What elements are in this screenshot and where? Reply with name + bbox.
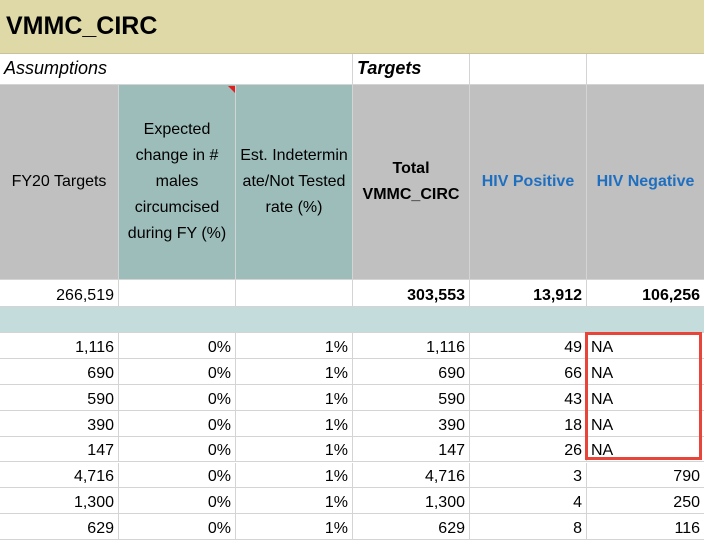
- cell-hiv-positive[interactable]: 3: [470, 462, 587, 489]
- cell-total-vmmc-circ[interactable]: 590: [353, 384, 470, 411]
- empty-cell[interactable]: [470, 54, 587, 85]
- total-expected-change[interactable]: [119, 280, 236, 307]
- cell-hiv-negative[interactable]: NA: [587, 359, 704, 385]
- cell-total-vmmc-circ[interactable]: 690: [353, 358, 470, 385]
- cell-indeterminate-rate[interactable]: 1%: [236, 410, 353, 437]
- cell-hiv-negative[interactable]: NA: [587, 333, 704, 359]
- sheet-title[interactable]: VMMC_CIRC: [0, 0, 704, 54]
- cell-total-vmmc-circ[interactable]: 1,300: [353, 488, 470, 515]
- cell-hiv-negative[interactable]: 250: [587, 488, 704, 515]
- header-hiv-negative[interactable]: HIV Negative: [587, 85, 704, 280]
- cell-hiv-negative[interactable]: NA: [587, 411, 704, 437]
- table-row: 590 0% 1% 590 43 NA: [0, 384, 704, 411]
- cell-fy20-targets[interactable]: 147: [0, 436, 119, 463]
- header-indeterminate-rate[interactable]: Est. Indeterminate/Not Tested rate (%): [236, 85, 353, 280]
- table-row: 690 0% 1% 690 66 NA: [0, 358, 704, 385]
- cell-expected-change[interactable]: 0%: [119, 436, 236, 463]
- header-hiv-positive[interactable]: HIV Positive: [470, 85, 587, 280]
- empty-cell[interactable]: [236, 54, 353, 85]
- header-expected-change[interactable]: Expected change in # males circumcised d…: [119, 85, 236, 280]
- cell-total-vmmc-circ[interactable]: 1,116: [353, 333, 470, 359]
- table-row: 390 0% 1% 390 18 NA: [0, 410, 704, 437]
- cell-hiv-negative[interactable]: NA: [587, 437, 704, 463]
- header-fy20-targets[interactable]: FY20 Targets: [0, 85, 119, 280]
- total-vmmc-circ[interactable]: 303,553: [353, 280, 470, 307]
- cell-total-vmmc-circ[interactable]: 390: [353, 410, 470, 437]
- cell-total-vmmc-circ[interactable]: 147: [353, 436, 470, 463]
- totals-row: 266,519 303,553 13,912 106,256: [0, 280, 704, 307]
- cell-hiv-negative[interactable]: 790: [587, 463, 704, 489]
- cell-total-vmmc-circ[interactable]: 629: [353, 514, 470, 540]
- separator-band-row: [0, 307, 704, 333]
- cell-fy20-targets[interactable]: 4,716: [0, 462, 119, 489]
- cell-indeterminate-rate[interactable]: 1%: [236, 514, 353, 540]
- cell-hiv-positive[interactable]: 26: [470, 436, 587, 463]
- cell-fy20-targets[interactable]: 690: [0, 358, 119, 385]
- cell-expected-change[interactable]: 0%: [119, 462, 236, 489]
- cell-hiv-negative[interactable]: 116: [587, 514, 704, 540]
- empty-cell[interactable]: [587, 54, 704, 85]
- cell-indeterminate-rate[interactable]: 1%: [236, 462, 353, 489]
- cell-expected-change[interactable]: 0%: [119, 410, 236, 437]
- band-cell[interactable]: [0, 307, 704, 333]
- header-total-vmmc-circ[interactable]: Total VMMC_CIRC: [353, 85, 470, 280]
- cell-hiv-positive[interactable]: 4: [470, 488, 587, 515]
- cell-expected-change[interactable]: 0%: [119, 358, 236, 385]
- cell-fy20-targets[interactable]: 1,116: [0, 333, 119, 359]
- cell-fy20-targets[interactable]: 629: [0, 514, 119, 540]
- cell-fy20-targets[interactable]: 1,300: [0, 488, 119, 515]
- assumptions-label[interactable]: Assumptions: [0, 54, 236, 85]
- cell-indeterminate-rate[interactable]: 1%: [236, 358, 353, 385]
- section-label-row: Assumptions Targets: [0, 54, 704, 85]
- table-row: 147 0% 1% 147 26 NA: [0, 436, 704, 463]
- cell-total-vmmc-circ[interactable]: 4,716: [353, 462, 470, 489]
- total-fy20-targets[interactable]: 266,519: [0, 280, 119, 307]
- targets-label[interactable]: Targets: [353, 54, 470, 85]
- cell-hiv-positive[interactable]: 66: [470, 358, 587, 385]
- cell-hiv-positive[interactable]: 8: [470, 514, 587, 540]
- total-hiv-negative[interactable]: 106,256: [587, 280, 704, 307]
- total-hiv-positive[interactable]: 13,912: [470, 280, 587, 307]
- header-row: FY20 Targets Expected change in # males …: [0, 85, 704, 280]
- cell-expected-change[interactable]: 0%: [119, 514, 236, 540]
- total-indeterminate-rate[interactable]: [236, 280, 353, 307]
- cell-hiv-positive[interactable]: 49: [470, 333, 587, 359]
- cell-indeterminate-rate[interactable]: 1%: [236, 384, 353, 411]
- cell-expected-change[interactable]: 0%: [119, 384, 236, 411]
- comment-indicator[interactable]: [228, 86, 235, 93]
- table-row: 1,300 0% 1% 1,300 4 250: [0, 488, 704, 515]
- table-row: 4,716 0% 1% 4,716 3 790: [0, 462, 704, 489]
- table-row: 1,116 0% 1% 1,116 49 NA: [0, 333, 704, 359]
- cell-hiv-negative[interactable]: NA: [587, 385, 704, 411]
- cell-hiv-positive[interactable]: 43: [470, 384, 587, 411]
- cell-indeterminate-rate[interactable]: 1%: [236, 488, 353, 515]
- title-row: VMMC_CIRC: [0, 0, 704, 54]
- cell-indeterminate-rate[interactable]: 1%: [236, 436, 353, 463]
- cell-expected-change[interactable]: 0%: [119, 488, 236, 515]
- table-row: 629 0% 1% 629 8 116: [0, 514, 704, 540]
- cell-fy20-targets[interactable]: 590: [0, 384, 119, 411]
- cell-expected-change[interactable]: 0%: [119, 333, 236, 359]
- cell-fy20-targets[interactable]: 390: [0, 410, 119, 437]
- cell-hiv-positive[interactable]: 18: [470, 410, 587, 437]
- cell-indeterminate-rate[interactable]: 1%: [236, 333, 353, 359]
